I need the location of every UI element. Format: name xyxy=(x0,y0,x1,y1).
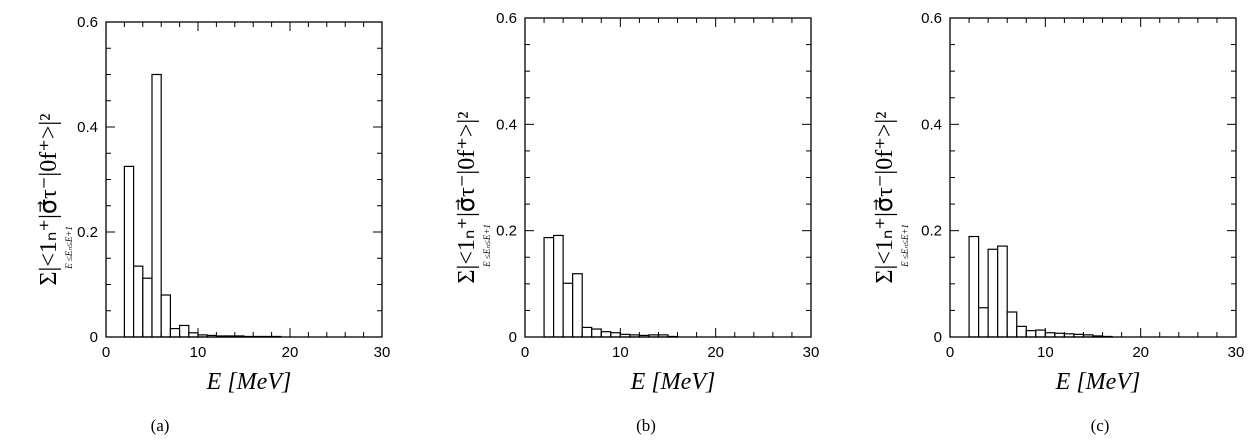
histogram-bar xyxy=(997,245,1008,338)
x-axis-label: E [MeV] xyxy=(1055,369,1141,395)
x-axis-label: E [MeV] xyxy=(206,369,292,395)
y-axis-label: Σ|<1ₙ⁺|σ⃗τ⁻|0f⁺>|² xyxy=(36,114,62,286)
histogram-bar xyxy=(600,331,612,338)
histogram-bar xyxy=(581,326,593,338)
x-tick-label: 10 xyxy=(190,344,207,361)
x-tick-label: 20 xyxy=(707,344,724,361)
y-axis-sum-range: E ≤Eₙ≤E+1 xyxy=(64,226,74,270)
x-tick-label: 0 xyxy=(946,344,954,361)
histogram-bar xyxy=(169,328,181,338)
x-tick-label: 10 xyxy=(1037,344,1054,361)
histogram-bar xyxy=(543,236,555,338)
y-tick-label: 0 xyxy=(509,329,517,346)
histogram-bar xyxy=(160,294,171,338)
histogram-bar xyxy=(572,273,583,338)
y-tick-label: 0.2 xyxy=(496,223,517,240)
x-tick-label: 0 xyxy=(102,344,110,361)
y-tick-label: 0.2 xyxy=(77,224,98,241)
x-tick-label: 30 xyxy=(803,344,820,361)
y-tick-label: 0.4 xyxy=(77,119,98,136)
y-axis-label: Σ|<1ₙ⁺|σ⃗τ⁻|0f⁺>|² xyxy=(454,112,480,284)
y-axis-sum-range: E ≤Eₙ≤E+1 xyxy=(482,224,492,268)
histogram-bar xyxy=(1035,329,1046,338)
chart-panel-b: 0 10 20 30 0 0.2 0.4 0.6 E [MeV] Σ|<1ₙ⁺|σ⃗τ⁻|0f⁺>… xyxy=(418,0,836,440)
histogram-bar xyxy=(562,282,574,338)
histogram-bar xyxy=(1016,325,1027,338)
y-tick-label: 0.6 xyxy=(496,10,517,27)
histogram-b: 0 10 20 30 0 0.2 0.4 0.6 E [MeV] Σ|<1ₙ⁺|σ⃗τ⁻|0f⁺>… xyxy=(454,10,820,395)
histogram-bar xyxy=(142,277,153,338)
x-tick-label: 30 xyxy=(374,344,391,361)
y-tick-label: 0 xyxy=(934,329,942,346)
histogram-bar xyxy=(1006,311,1018,338)
histogram-a: 0 10 20 30 0 0.2 0.4 0.6 E [MeV] Σ|<1ₙ⁺|σ⃗τ⁻|0f⁺>… xyxy=(36,14,391,395)
histogram-c: 0 10 20 30 0 0.2 0.4 0.6 E [MeV] Σ|<1ₙ⁺|σ⃗τ⁻|0f⁺>… xyxy=(872,10,1245,395)
histogram-bar xyxy=(123,165,135,338)
chart-panel-c: 0 10 20 30 0 0.2 0.4 0.6 E [MeV] Σ|<1ₙ⁺|σ⃗τ⁻|0f⁺>… xyxy=(836,0,1254,440)
y-tick-label: 0.4 xyxy=(921,116,942,133)
y-tick-label: 0.6 xyxy=(921,10,942,27)
histogram-bar xyxy=(553,234,564,338)
y-axis-sum-range: E ≤Eₙ≤E+1 xyxy=(900,224,910,268)
histogram-bar xyxy=(987,248,999,338)
x-tick-label: 20 xyxy=(1132,344,1149,361)
x-tick-label: 0 xyxy=(521,344,529,361)
histogram-bar xyxy=(1025,330,1037,338)
y-axis-label: Σ|<1ₙ⁺|σ⃗τ⁻|0f⁺>|² xyxy=(872,112,898,284)
y-tick-label: 0.4 xyxy=(496,116,517,133)
x-axis-label: E [MeV] xyxy=(630,369,716,395)
x-tick-label: 30 xyxy=(1228,344,1245,361)
panel-caption: (b) xyxy=(636,416,656,435)
histogram-bar xyxy=(179,324,190,338)
x-tick-label: 10 xyxy=(612,344,629,361)
chart-panel-a: 0 10 20 30 0 0.2 0.4 0.6 E [MeV] Σ|<1ₙ⁺|σ⃗τ⁻|0f⁺>… xyxy=(0,0,418,440)
panel-caption: (c) xyxy=(1090,416,1110,435)
panel-caption: (a) xyxy=(150,416,170,435)
x-tick-label: 20 xyxy=(282,344,299,361)
histogram-bar xyxy=(968,235,980,338)
histogram-bar xyxy=(133,265,144,338)
y-tick-label: 0 xyxy=(90,329,98,346)
y-tick-label: 0.2 xyxy=(921,223,942,240)
histogram-bar xyxy=(978,307,989,338)
histogram-bar xyxy=(151,73,162,338)
y-tick-label: 0.6 xyxy=(77,14,98,31)
histogram-bar xyxy=(591,328,602,338)
